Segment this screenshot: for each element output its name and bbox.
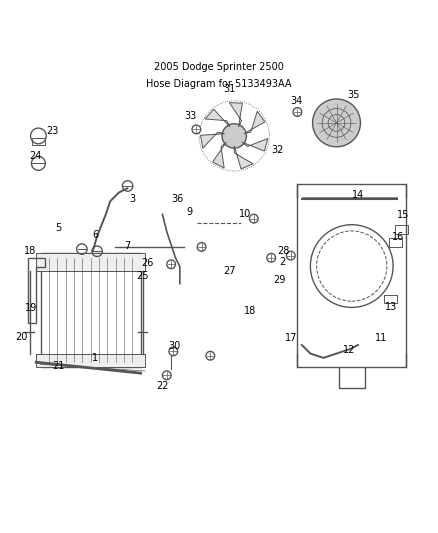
Polygon shape	[244, 111, 265, 134]
Circle shape	[293, 108, 302, 116]
Circle shape	[169, 347, 178, 356]
Circle shape	[197, 243, 206, 251]
Text: 1: 1	[92, 353, 98, 363]
Text: 10: 10	[239, 209, 251, 219]
Circle shape	[222, 124, 247, 148]
Text: 29: 29	[273, 276, 285, 286]
Text: 2: 2	[279, 257, 285, 267]
Circle shape	[313, 99, 360, 147]
Text: 15: 15	[396, 210, 409, 220]
Text: Hose Diagram for 5133493AA: Hose Diagram for 5133493AA	[146, 79, 292, 90]
Circle shape	[192, 125, 201, 134]
Text: 3: 3	[129, 194, 135, 204]
Text: 35: 35	[348, 90, 360, 100]
Text: 28: 28	[277, 246, 290, 256]
Text: 33: 33	[184, 111, 197, 122]
Text: 6: 6	[92, 230, 98, 240]
Text: 20: 20	[15, 332, 27, 342]
Text: 22: 22	[156, 381, 169, 391]
Text: 2005 Dodge Sprinter 2500: 2005 Dodge Sprinter 2500	[154, 62, 284, 72]
Bar	[395, 225, 408, 234]
Text: 16: 16	[392, 232, 404, 242]
Circle shape	[250, 214, 258, 223]
Polygon shape	[205, 109, 230, 127]
Text: 26: 26	[141, 258, 153, 268]
Bar	[36, 254, 145, 271]
Text: 7: 7	[124, 240, 131, 251]
Text: 36: 36	[172, 194, 184, 204]
Text: 13: 13	[385, 302, 397, 312]
Polygon shape	[234, 146, 253, 169]
Text: 21: 21	[52, 361, 64, 371]
Bar	[36, 353, 145, 367]
Text: 30: 30	[169, 341, 181, 351]
Text: 9: 9	[186, 207, 192, 217]
Circle shape	[267, 254, 276, 262]
Bar	[385, 295, 397, 303]
Polygon shape	[230, 102, 242, 127]
Text: 12: 12	[343, 345, 356, 355]
Text: 24: 24	[29, 150, 42, 160]
Text: 11: 11	[375, 333, 387, 343]
Bar	[297, 184, 406, 367]
Bar	[41, 254, 141, 367]
Text: 34: 34	[290, 96, 303, 106]
Polygon shape	[242, 139, 268, 151]
Bar	[389, 238, 402, 247]
Text: 32: 32	[272, 145, 284, 155]
Circle shape	[167, 260, 176, 269]
Text: 18: 18	[24, 246, 36, 256]
Text: 18: 18	[244, 306, 257, 316]
Text: 23: 23	[46, 126, 59, 136]
Text: 17: 17	[285, 333, 297, 343]
Text: 25: 25	[137, 271, 149, 281]
Polygon shape	[213, 142, 226, 168]
Text: 14: 14	[352, 190, 364, 200]
Text: 5: 5	[55, 223, 61, 233]
Circle shape	[206, 351, 215, 360]
Text: 19: 19	[25, 303, 37, 313]
Circle shape	[162, 371, 171, 379]
Polygon shape	[201, 132, 225, 148]
Text: 27: 27	[224, 266, 236, 276]
Text: 31: 31	[224, 84, 236, 94]
Circle shape	[286, 251, 295, 260]
